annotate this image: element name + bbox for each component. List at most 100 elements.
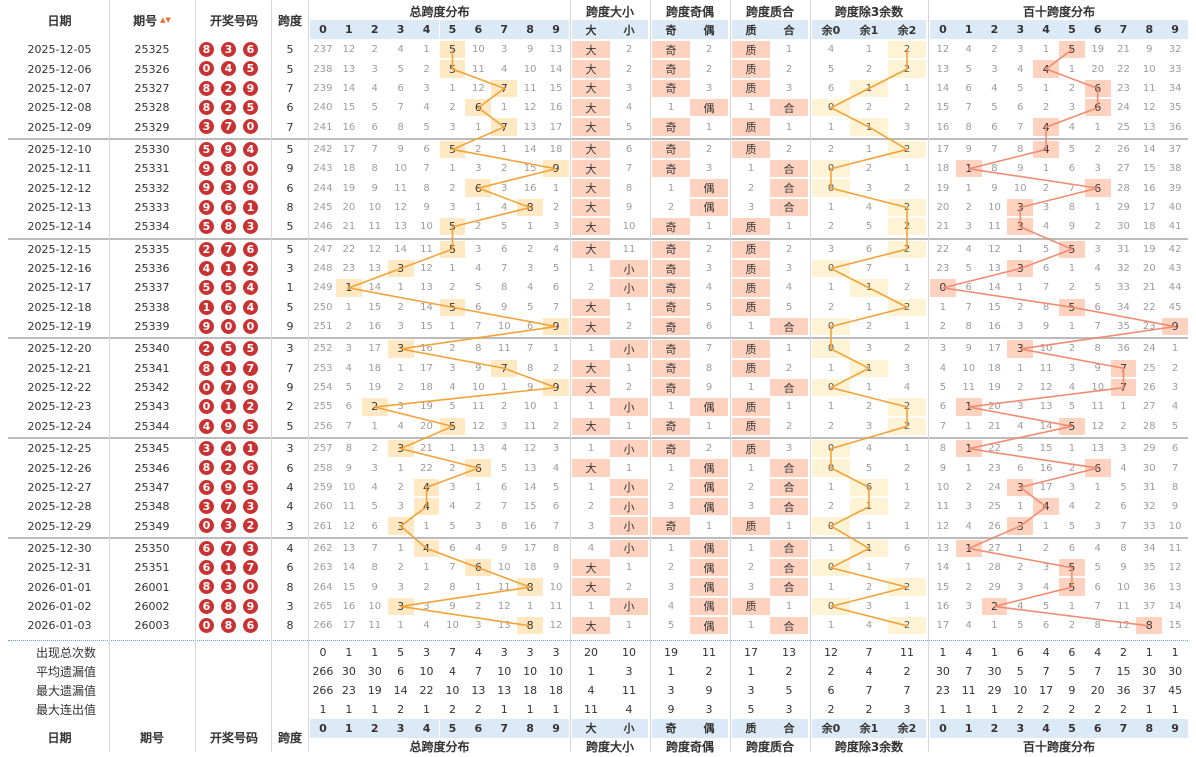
ht-miss: 7 bbox=[1094, 321, 1101, 333]
total-hit: 9 bbox=[543, 317, 569, 336]
stats-value: 2 bbox=[1119, 645, 1127, 659]
size-miss: 10 bbox=[622, 221, 636, 233]
row-issue: 25338 bbox=[134, 300, 170, 314]
ht-miss: 11 bbox=[1168, 542, 1182, 554]
ht-miss: 22 bbox=[1142, 301, 1156, 313]
total-miss: 5 bbox=[449, 520, 456, 532]
total-miss: 17 bbox=[523, 542, 537, 554]
mod3-hit: 0 bbox=[812, 378, 850, 397]
ht-col-2: 2 bbox=[981, 718, 1008, 738]
prime-hit: 合 bbox=[770, 317, 808, 336]
total-miss: 3 bbox=[475, 243, 482, 255]
ht-miss: 3 bbox=[1068, 481, 1076, 493]
row-date: 2025-12-24 bbox=[27, 419, 92, 433]
draw-ball: 5 bbox=[199, 280, 214, 296]
ht-miss: 9 bbox=[1042, 321, 1050, 333]
issue-header[interactable]: 期号 ▲▼ bbox=[110, 2, 194, 38]
size-hit: 大 bbox=[572, 218, 610, 236]
odd-hit: 奇 bbox=[652, 340, 690, 358]
stats-value: 30 bbox=[1142, 664, 1157, 678]
odd-hit: 偶 bbox=[690, 597, 728, 616]
mod3-hit: 2 bbox=[888, 140, 926, 159]
mod3-hit: 1 bbox=[850, 118, 888, 136]
ht-miss: 9 bbox=[991, 182, 998, 194]
ht-miss: 28 bbox=[1117, 182, 1130, 194]
total-hit: 5 bbox=[439, 41, 466, 59]
mod3-miss: 2 bbox=[827, 143, 835, 155]
mod3-hit: 2 bbox=[888, 198, 926, 217]
row-span: 5 bbox=[286, 62, 294, 76]
draw-ball: 5 bbox=[199, 141, 214, 157]
total-col-2: 2 bbox=[361, 718, 388, 738]
mod3-miss: 5 bbox=[865, 221, 873, 233]
row-date: 2025-12-11 bbox=[27, 162, 92, 176]
row-issue: 25348 bbox=[134, 500, 170, 514]
size-hit: 大 bbox=[572, 140, 610, 159]
draw-ball: 6 bbox=[243, 618, 258, 634]
total-miss: 21 bbox=[420, 443, 433, 455]
mod3-hit: 1 bbox=[850, 539, 888, 558]
mod3-miss: 3 bbox=[903, 362, 911, 374]
draw-ball: 0 bbox=[199, 379, 214, 395]
draw-ball: 0 bbox=[199, 518, 214, 534]
ht-miss: 12 bbox=[1168, 562, 1182, 574]
ht-miss: 7 bbox=[1068, 182, 1076, 194]
total-miss: 15 bbox=[523, 501, 537, 513]
total-miss: 3 bbox=[501, 182, 508, 194]
total-miss: 13 bbox=[394, 221, 407, 233]
ht-miss: 4 bbox=[1017, 63, 1024, 75]
stats-value: 23 bbox=[935, 683, 950, 697]
total-miss: 4 bbox=[371, 82, 378, 94]
total-miss: 1 bbox=[397, 620, 404, 632]
ht-miss: 2 bbox=[1171, 362, 1179, 374]
mod3-miss: 1 bbox=[865, 44, 873, 56]
odd-hit: 奇 bbox=[652, 517, 690, 535]
total-miss: 1 bbox=[449, 321, 456, 333]
draw-ball: 8 bbox=[199, 460, 214, 476]
ht-miss: 1 bbox=[1068, 600, 1076, 612]
total-miss: 254 bbox=[313, 382, 333, 394]
mod3-miss: 4 bbox=[865, 201, 873, 213]
draw-ball: 9 bbox=[199, 318, 214, 334]
total-miss: 2 bbox=[397, 301, 404, 313]
row-span: 3 bbox=[286, 342, 294, 356]
total-miss: 7 bbox=[526, 343, 534, 355]
ht-miss: 4 bbox=[1042, 221, 1050, 233]
total-miss: 5 bbox=[423, 121, 430, 133]
total-miss: 14 bbox=[368, 282, 382, 294]
stats-value: 5 bbox=[397, 645, 405, 659]
draw-ball: 9 bbox=[221, 418, 236, 434]
ht-miss: 8 bbox=[939, 443, 947, 455]
prime-miss: 1 bbox=[785, 121, 793, 133]
ht-miss: 29 bbox=[1117, 201, 1130, 213]
ht-miss: 36 bbox=[1117, 343, 1130, 355]
draw-ball: 0 bbox=[243, 318, 258, 334]
stats-value: 18 bbox=[523, 683, 538, 697]
stats-label: 最大遗漏值 bbox=[36, 683, 97, 698]
draw-ball: 2 bbox=[243, 260, 258, 276]
draw-ball: 9 bbox=[243, 598, 258, 614]
odd-hit: 偶 bbox=[690, 478, 728, 497]
total-miss: 7 bbox=[345, 420, 353, 432]
mod3-miss: 2 bbox=[903, 182, 911, 194]
ht-miss: 11 bbox=[1117, 600, 1130, 612]
mod3-col-1: 余1 bbox=[850, 718, 888, 738]
mod3-miss: 1 bbox=[827, 481, 835, 493]
draw-ball: 3 bbox=[221, 42, 236, 57]
ht-miss: 16 bbox=[936, 600, 950, 612]
mod3-miss: 4 bbox=[903, 382, 911, 394]
sort-icon[interactable]: ▲▼ bbox=[160, 16, 171, 24]
draw-ball: 6 bbox=[199, 540, 214, 556]
row-issue: 25339 bbox=[134, 320, 170, 334]
prime-miss: 3 bbox=[747, 581, 755, 593]
stats-value: 1 bbox=[371, 645, 379, 659]
total-miss: 4 bbox=[449, 501, 456, 513]
size-hit: 小 bbox=[610, 597, 648, 616]
size-hit: 大 bbox=[572, 198, 610, 217]
total-miss: 258 bbox=[313, 462, 333, 474]
ht-miss: 19 bbox=[1142, 243, 1156, 255]
mod3-hit: 2 bbox=[888, 617, 926, 635]
total-miss: 10 bbox=[471, 44, 485, 56]
stats-value: 3 bbox=[526, 645, 534, 659]
mod3-miss: 2 bbox=[865, 102, 873, 114]
